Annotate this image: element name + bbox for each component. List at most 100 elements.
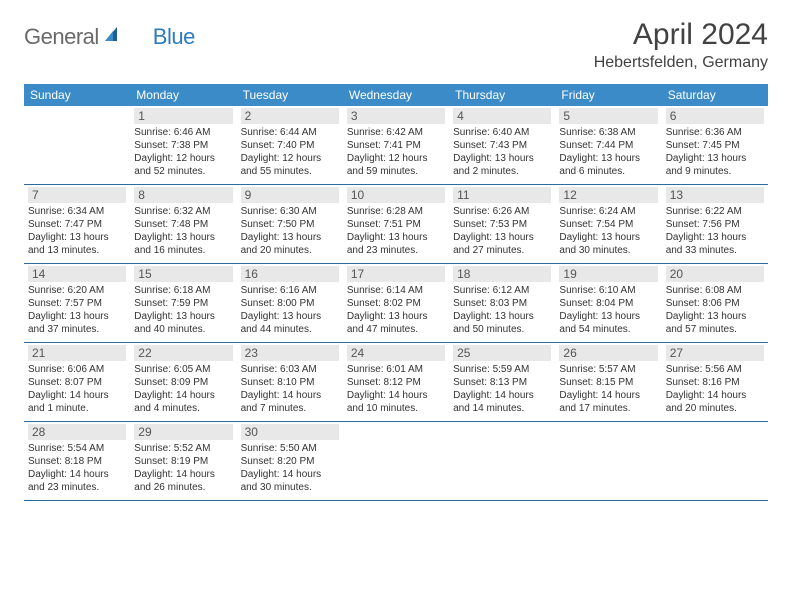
calendar-day-cell: 10 Sunrise: 6:28 AMSunset: 7:51 PMDayligh… xyxy=(343,185,449,264)
day-number: 4 xyxy=(453,108,551,124)
day-details: Sunrise: 6:44 AMSunset: 7:40 PMDaylight:… xyxy=(241,126,339,178)
day-details: Sunrise: 6:38 AMSunset: 7:44 PMDaylight:… xyxy=(559,126,657,178)
day-number: 17 xyxy=(347,266,445,282)
calendar-day-cell: 13Sunrise: 6:22 AMSunset: 7:56 PMDayligh… xyxy=(662,185,768,264)
day-details: Sunrise: 5:56 AMSunset: 8:16 PMDaylight:… xyxy=(666,363,764,415)
calendar-day-cell: 23 Sunrise: 6:03 AMSunset: 8:10 PMDayligh… xyxy=(237,343,343,422)
location-label: Hebertsfelden, Germany xyxy=(594,54,768,72)
day-details: Sunrise: 6:10 AMSunset: 8:04 PMDaylight:… xyxy=(559,284,657,336)
day-details: Sunrise: 6:32 AMSunset: 7:48 PMDaylight:… xyxy=(134,205,232,257)
calendar-week-row: 7 Sunrise: 6:34 AMSunset: 7:47 PMDaylight… xyxy=(24,185,768,264)
calendar-day-cell: 19 Sunrise: 6:10 AMSunset: 8:04 PMDayligh… xyxy=(555,264,661,343)
calendar-day-cell: 24Sunrise: 6:01 AMSunset: 8:12 PMDayligh… xyxy=(343,343,449,422)
day-number: 28 xyxy=(28,424,126,440)
calendar-day-cell: 27 Sunrise: 5:56 AMSunset: 8:16 PMDayligh… xyxy=(662,343,768,422)
day-details: Sunrise: 6:22 AMSunset: 7:56 PMDaylight:… xyxy=(666,205,764,257)
weekday-header: Tuesday xyxy=(237,84,343,106)
day-details: Sunrise: 5:52 AMSunset: 8:19 PMDaylight:… xyxy=(134,442,232,494)
calendar-day-cell: 17 Sunrise: 6:14 AMSunset: 8:02 PMDayligh… xyxy=(343,264,449,343)
day-details: Sunrise: 5:54 AMSunset: 8:18 PMDaylight:… xyxy=(28,442,126,494)
day-details: Sunrise: 6:34 AMSunset: 7:47 PMDaylight:… xyxy=(28,205,126,257)
day-details: Sunrise: 6:36 AMSunset: 7:45 PMDaylight:… xyxy=(666,126,764,178)
weekday-header: Saturday xyxy=(662,84,768,106)
calendar-day-cell: 14 Sunrise: 6:20 AMSunset: 7:57 PMDayligh… xyxy=(24,264,130,343)
calendar-body: 1 Sunrise: 6:46 AMSunset: 7:38 PMDaylight… xyxy=(24,106,768,501)
weekday-header: Monday xyxy=(130,84,236,106)
weekday-header: Sunday xyxy=(24,84,130,106)
title-block: April 2024 Hebertsfelden, Germany xyxy=(594,18,768,72)
day-details: Sunrise: 6:20 AMSunset: 7:57 PMDaylight:… xyxy=(28,284,126,336)
calendar-week-row: 1 Sunrise: 6:46 AMSunset: 7:38 PMDaylight… xyxy=(24,106,768,185)
calendar-day-cell xyxy=(662,422,768,501)
calendar-day-cell: 25Sunrise: 5:59 AMSunset: 8:13 PMDayligh… xyxy=(449,343,555,422)
calendar-day-cell: 30 Sunrise: 5:50 AMSunset: 8:20 PMDayligh… xyxy=(237,422,343,501)
day-details: Sunrise: 6:05 AMSunset: 8:09 PMDaylight:… xyxy=(134,363,232,415)
day-number: 18 xyxy=(453,266,551,282)
day-number: 3 xyxy=(347,108,445,124)
day-details: Sunrise: 6:30 AMSunset: 7:50 PMDaylight:… xyxy=(241,205,339,257)
day-details: Sunrise: 5:57 AMSunset: 8:15 PMDaylight:… xyxy=(559,363,657,415)
calendar-day-cell: 12 Sunrise: 6:24 AMSunset: 7:54 PMDayligh… xyxy=(555,185,661,264)
day-number: 16 xyxy=(241,266,339,282)
calendar-day-cell: 20 Sunrise: 6:08 AMSunset: 8:06 PMDayligh… xyxy=(662,264,768,343)
day-details: Sunrise: 6:26 AMSunset: 7:53 PMDaylight:… xyxy=(453,205,551,257)
day-number: 12 xyxy=(559,187,657,203)
day-number: 30 xyxy=(241,424,339,440)
day-details: Sunrise: 6:08 AMSunset: 8:06 PMDaylight:… xyxy=(666,284,764,336)
brand-text-a: General xyxy=(24,24,99,50)
day-number: 29 xyxy=(134,424,232,440)
day-number: 27 xyxy=(666,345,764,361)
day-number: 6 xyxy=(666,108,764,124)
day-number: 11 xyxy=(453,187,551,203)
day-number: 1 xyxy=(134,108,232,124)
day-details: Sunrise: 6:40 AMSunset: 7:43 PMDaylight:… xyxy=(453,126,551,178)
day-details: Sunrise: 5:50 AMSunset: 8:20 PMDaylight:… xyxy=(241,442,339,494)
brand-text-b: Blue xyxy=(153,24,195,50)
calendar-day-cell xyxy=(343,422,449,501)
day-details: Sunrise: 6:14 AMSunset: 8:02 PMDaylight:… xyxy=(347,284,445,336)
day-details: Sunrise: 6:24 AMSunset: 7:54 PMDaylight:… xyxy=(559,205,657,257)
day-number: 25 xyxy=(453,345,551,361)
calendar-day-cell: 28 Sunrise: 5:54 AMSunset: 8:18 PMDayligh… xyxy=(24,422,130,501)
weekday-header: Friday xyxy=(555,84,661,106)
calendar-day-cell: 16 Sunrise: 6:16 AMSunset: 8:00 PMDayligh… xyxy=(237,264,343,343)
weekday-header-row: Sunday Monday Tuesday Wednesday Thursday… xyxy=(24,84,768,106)
calendar-day-cell: 29 Sunrise: 5:52 AMSunset: 8:19 PMDayligh… xyxy=(130,422,236,501)
day-number: 21 xyxy=(28,345,126,361)
calendar-week-row: 21 Sunrise: 6:06 AMSunset: 8:07 PMDayligh… xyxy=(24,343,768,422)
day-number: 10 xyxy=(347,187,445,203)
day-number: 9 xyxy=(241,187,339,203)
weekday-header: Wednesday xyxy=(343,84,449,106)
day-number: 8 xyxy=(134,187,232,203)
calendar-day-cell: 1 Sunrise: 6:46 AMSunset: 7:38 PMDaylight… xyxy=(130,106,236,185)
day-number: 26 xyxy=(559,345,657,361)
day-details: Sunrise: 6:28 AMSunset: 7:51 PMDaylight:… xyxy=(347,205,445,257)
calendar-week-row: 14 Sunrise: 6:20 AMSunset: 7:57 PMDayligh… xyxy=(24,264,768,343)
day-details: Sunrise: 6:03 AMSunset: 8:10 PMDaylight:… xyxy=(241,363,339,415)
day-details: Sunrise: 6:12 AMSunset: 8:03 PMDaylight:… xyxy=(453,284,551,336)
day-details: Sunrise: 6:46 AMSunset: 7:38 PMDaylight:… xyxy=(134,126,232,178)
calendar-day-cell: 11 Sunrise: 6:26 AMSunset: 7:53 PMDayligh… xyxy=(449,185,555,264)
day-number: 7 xyxy=(28,187,126,203)
day-number: 23 xyxy=(241,345,339,361)
day-details: Sunrise: 6:18 AMSunset: 7:59 PMDaylight:… xyxy=(134,284,232,336)
day-number: 15 xyxy=(134,266,232,282)
day-details: Sunrise: 6:06 AMSunset: 8:07 PMDaylight:… xyxy=(28,363,126,415)
day-number: 14 xyxy=(28,266,126,282)
calendar-day-cell: 26 Sunrise: 5:57 AMSunset: 8:15 PMDayligh… xyxy=(555,343,661,422)
calendar-day-cell: 9 Sunrise: 6:30 AMSunset: 7:50 PMDaylight… xyxy=(237,185,343,264)
day-details: Sunrise: 6:16 AMSunset: 8:00 PMDaylight:… xyxy=(241,284,339,336)
day-number: 2 xyxy=(241,108,339,124)
day-number: 5 xyxy=(559,108,657,124)
calendar-day-cell: 4 Sunrise: 6:40 AMSunset: 7:43 PMDaylight… xyxy=(449,106,555,185)
calendar-day-cell: 8 Sunrise: 6:32 AMSunset: 7:48 PMDaylight… xyxy=(130,185,236,264)
calendar-day-cell: 7 Sunrise: 6:34 AMSunset: 7:47 PMDaylight… xyxy=(24,185,130,264)
calendar-table: Sunday Monday Tuesday Wednesday Thursday… xyxy=(24,84,768,501)
weekday-header: Thursday xyxy=(449,84,555,106)
calendar-day-cell: 3Sunrise: 6:42 AMSunset: 7:41 PMDaylight… xyxy=(343,106,449,185)
calendar-week-row: 28 Sunrise: 5:54 AMSunset: 8:18 PMDayligh… xyxy=(24,422,768,501)
month-title: April 2024 xyxy=(594,18,768,52)
day-number: 20 xyxy=(666,266,764,282)
calendar-day-cell: 2 Sunrise: 6:44 AMSunset: 7:40 PMDaylight… xyxy=(237,106,343,185)
day-number: 19 xyxy=(559,266,657,282)
